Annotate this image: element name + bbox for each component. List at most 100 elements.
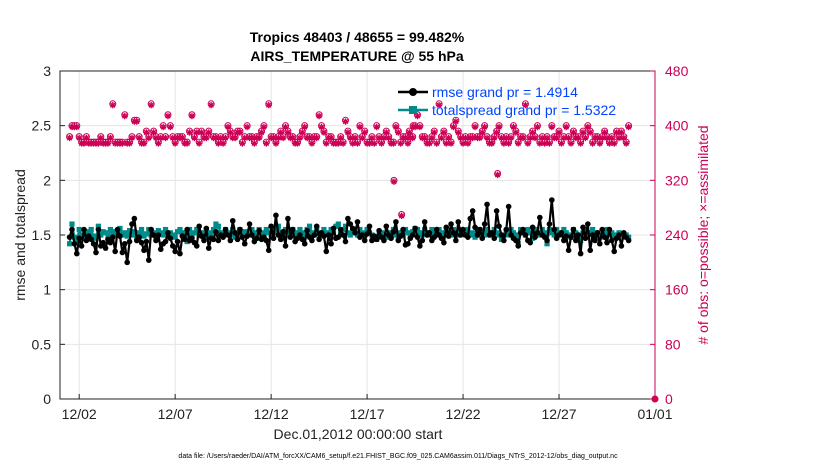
rmse-point	[282, 243, 289, 249]
obs-assimilated-stroke	[136, 135, 142, 141]
rmse-point	[520, 226, 526, 233]
rmse-point	[270, 235, 277, 242]
obs-assimilated-point	[445, 134, 452, 142]
obs-assimilated-stroke	[402, 135, 409, 141]
totalspread-point	[136, 230, 142, 236]
obs-assimilated-point	[186, 129, 193, 136]
obs-assimilated-stroke	[328, 135, 334, 141]
obs-assimilated-stroke	[294, 140, 301, 147]
obs-assimilated-point	[171, 140, 179, 147]
rmse-point	[460, 226, 466, 233]
obs-assimilated-stroke	[460, 140, 466, 147]
rmse-point	[390, 228, 397, 235]
obs-assimilated-stroke	[66, 135, 73, 141]
obs-assimilated-point	[440, 129, 448, 136]
rmse-point	[395, 237, 402, 244]
rmse-point	[561, 237, 567, 244]
x-tick-label-6: 01/01	[637, 406, 672, 422]
obs-assimilated-stroke	[570, 129, 577, 136]
y-right-tick-label-6: 480	[665, 63, 689, 79]
rmse-point	[184, 226, 190, 233]
rmse-point	[249, 232, 255, 238]
obs-assimilated-point	[104, 140, 112, 147]
totalspread-point	[95, 223, 101, 229]
obs-assimilated-stroke	[261, 124, 267, 130]
obs-assimilated-stroke	[484, 135, 490, 141]
rmse-point	[467, 215, 474, 222]
obs-assimilated-point	[320, 129, 328, 136]
obs-assimilated-stroke	[316, 113, 322, 119]
rmse-point	[445, 233, 452, 239]
obs-assimilated-point	[479, 129, 486, 136]
rmse-point	[373, 236, 380, 243]
totalspread-point	[177, 226, 183, 233]
obs-assimilated-point	[73, 123, 80, 131]
rmse-point	[625, 237, 632, 244]
obs-assimilated-stroke	[597, 140, 603, 147]
rmse-point	[551, 226, 558, 233]
obs-assimilated-stroke	[354, 140, 361, 147]
obs-assimilated-stroke	[601, 129, 608, 136]
totalspread-point	[273, 230, 279, 236]
obs-assimilated-stroke	[153, 135, 159, 141]
obs-assimilated-stroke	[150, 129, 157, 136]
x-tick-label-4: 12/22	[446, 406, 481, 422]
totalspread-point	[525, 226, 531, 233]
rmse-point	[198, 233, 205, 239]
obs-assimilated-stroke	[345, 129, 351, 136]
rmse-point	[522, 232, 529, 238]
rmse-point	[205, 245, 212, 251]
obs-assimilated-point	[315, 112, 323, 120]
rmse-point	[609, 237, 615, 244]
obs-assimilated-point	[255, 134, 263, 142]
rmse-point	[328, 240, 334, 247]
obs-assimilated-point	[553, 134, 560, 142]
totalspread-point	[194, 226, 200, 233]
totalspread-point	[66, 241, 73, 247]
rmse-point	[203, 225, 210, 232]
rmse-point	[491, 235, 498, 242]
rmse-point	[263, 237, 270, 244]
obs-assimilated-point	[378, 140, 385, 147]
rmse-point	[71, 240, 78, 247]
obs-assimilated-point	[488, 140, 496, 147]
rmse-point	[145, 257, 152, 263]
obs-assimilated-point	[344, 129, 352, 136]
totalspread-point	[482, 232, 488, 238]
obs-assimilated-point	[359, 134, 366, 142]
totalspread-point	[172, 234, 178, 240]
obs-assimilated-point	[203, 134, 210, 142]
obs-assimilated-stroke	[361, 129, 368, 136]
obs-assimilated-stroke	[546, 140, 553, 147]
obs-assimilated-stroke	[465, 140, 471, 147]
obs-assimilated-point	[147, 101, 155, 109]
obs-assimilated-stroke	[453, 118, 459, 125]
rmse-point	[340, 232, 346, 238]
rmse-point	[573, 237, 579, 244]
obs-assimilated-stroke	[222, 135, 229, 141]
rmse-point	[100, 239, 106, 246]
obs-assimilated-point	[342, 118, 349, 125]
obs-assimilated-point	[589, 140, 596, 147]
obs-assimilated-stroke	[589, 140, 596, 147]
obs-assimilated-stroke	[556, 129, 562, 136]
totalspread-point	[484, 226, 490, 233]
obs-assimilated-stroke	[143, 129, 150, 136]
obs-assimilated-stroke	[155, 140, 162, 147]
obs-assimilated-point	[222, 134, 229, 142]
obs-assimilated-point	[558, 140, 565, 147]
obs-assimilated-stroke	[186, 129, 193, 136]
rmse-point	[150, 232, 157, 238]
totalspread-point	[131, 229, 137, 235]
obs-assimilated-stroke	[395, 129, 401, 136]
rmse-point	[69, 226, 75, 233]
obs-assimilated-stroke	[167, 124, 174, 130]
rmse-point	[73, 250, 80, 257]
rmse-point	[565, 247, 572, 254]
obs-assimilated-point	[503, 134, 510, 142]
rmse-point	[88, 236, 94, 243]
line-series	[66, 197, 632, 266]
y-left-tick-label-5: 2.5	[32, 118, 52, 134]
rmse-point	[405, 240, 411, 247]
totalspread-point	[542, 230, 548, 236]
